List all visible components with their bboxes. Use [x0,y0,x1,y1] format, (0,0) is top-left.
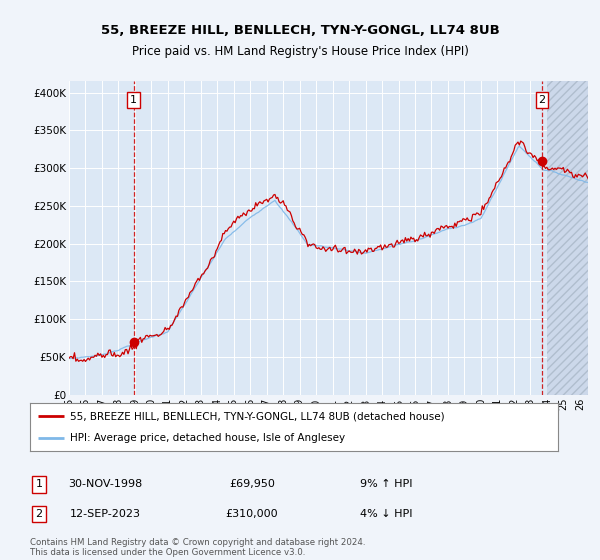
Text: 30-NOV-1998: 30-NOV-1998 [68,479,142,489]
Text: 12-SEP-2023: 12-SEP-2023 [70,509,140,519]
Bar [547,81,588,395]
Text: Contains HM Land Registry data © Crown copyright and database right 2024.
This d: Contains HM Land Registry data © Crown c… [30,538,365,557]
Text: Price paid vs. HM Land Registry's House Price Index (HPI): Price paid vs. HM Land Registry's House … [131,45,469,58]
Text: 1: 1 [35,479,43,489]
Text: 2: 2 [35,509,43,519]
Text: 1: 1 [130,95,137,105]
Text: £310,000: £310,000 [226,509,278,519]
Text: 4% ↓ HPI: 4% ↓ HPI [360,509,413,519]
Text: 55, BREEZE HILL, BENLLECH, TYN-Y-GONGL, LL74 8UB (detached house): 55, BREEZE HILL, BENLLECH, TYN-Y-GONGL, … [70,411,444,421]
Text: 2: 2 [538,95,545,105]
Text: £69,950: £69,950 [229,479,275,489]
Text: 9% ↑ HPI: 9% ↑ HPI [360,479,413,489]
Text: HPI: Average price, detached house, Isle of Anglesey: HPI: Average price, detached house, Isle… [70,433,345,443]
Text: 55, BREEZE HILL, BENLLECH, TYN-Y-GONGL, LL74 8UB: 55, BREEZE HILL, BENLLECH, TYN-Y-GONGL, … [101,24,499,38]
